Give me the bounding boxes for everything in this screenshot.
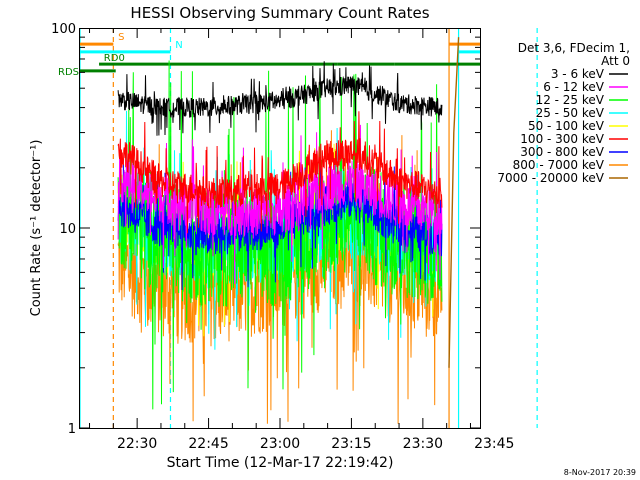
legend-item-label: 25 - 50 keV [536,106,605,120]
state-bar-label: N [175,40,182,51]
x-tick-label: 22:45 [188,436,228,452]
x-axis-label: Start Time (12-Mar-17 22:19:42) [167,455,394,471]
legend-header: Att 0 [601,54,630,68]
series-line [117,61,443,136]
y-tick-label: 100 [51,22,76,37]
y-tick-label: 1 [68,422,76,437]
y-axis-label: Count Rate (s⁻¹ detector⁻¹) [29,140,44,317]
legend-item-label: 7000 - 20000 keV [497,171,604,185]
x-tick-label: 23:00 [260,436,300,452]
legend-item-label: 50 - 100 keV [528,119,605,133]
x-axis: 22:30 22:45 23:00 23:15 23:30 23:45 [89,28,514,452]
legend-item-label: 12 - 25 keV [536,93,605,107]
legend-item-label: 6 - 12 keV [543,80,605,94]
x-tick-label: 23:30 [403,436,443,452]
series-line [448,37,460,368]
series-group [117,37,460,424]
footer-date: 8-Nov-2017 20:39 [564,468,636,477]
x-tick-label: 22:30 [117,436,157,452]
y-axis: 1 10 100 [51,22,480,437]
state-bar-label: RDS [58,67,79,78]
legend-header: Det 3,6, FDecim 1, [518,41,630,55]
chart-title: HESSI Observing Summary Count Rates [130,4,429,22]
legend-item-label: 300 - 800 keV [520,145,604,159]
y-tick-label: 10 [59,222,76,237]
series-line [117,111,443,234]
legend-item-label: 100 - 300 keV [520,132,604,146]
state-bar-label: RD0 [104,53,125,64]
legend-item-label: 3 - 6 keV [551,67,605,81]
legend-item-label: 800 - 7000 keV [513,158,605,172]
state-bars: S N RD0 RDS [58,32,480,78]
x-tick-label: 23:15 [331,436,371,452]
state-bar-label: S [118,32,124,43]
x-tick-label: 23:45 [474,436,514,452]
